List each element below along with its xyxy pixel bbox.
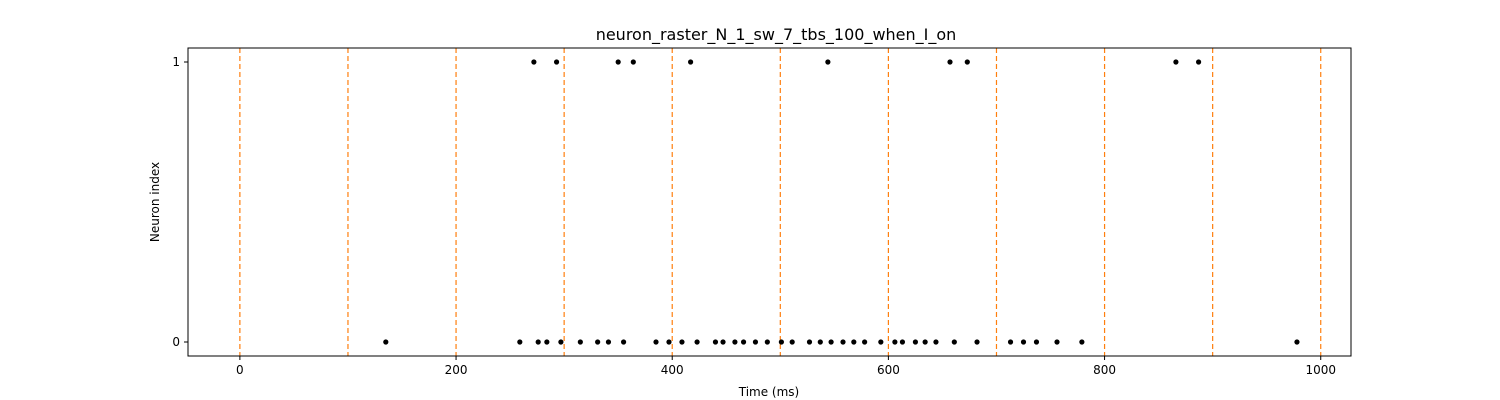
spike-point <box>912 339 919 345</box>
spike-point <box>878 339 884 345</box>
chart-title: neuron_raster_N_1_sw_7_tbs_100_when_I_on <box>596 25 957 45</box>
spike-point <box>1195 59 1202 65</box>
spike-point <box>974 339 980 345</box>
spike-point <box>828 339 834 345</box>
spike-point <box>630 59 636 65</box>
spike-point <box>383 339 389 345</box>
spike-point <box>764 339 770 345</box>
spike-points <box>383 59 1300 345</box>
x-axis-ticks: 0 200 400 600 800 1000 <box>236 356 1336 377</box>
y-tick-label: 1 <box>172 55 180 69</box>
spike-point <box>595 339 601 345</box>
spike-point <box>752 339 759 345</box>
reference-lines <box>239 48 1322 356</box>
spike-point <box>577 339 583 345</box>
x-tick-label: 1000 <box>1305 363 1336 377</box>
spike-point <box>544 339 550 345</box>
spike-point <box>1007 339 1014 345</box>
spike-point <box>535 339 541 345</box>
spike-point <box>806 339 813 345</box>
spike-point <box>517 339 523 345</box>
y-axis-ticks: 01 <box>172 55 188 349</box>
spike-point <box>720 339 726 345</box>
spike-point <box>1054 339 1060 345</box>
spike-point <box>531 59 537 65</box>
spike-point <box>558 339 564 345</box>
y-axis-label: Neuron index <box>148 162 162 242</box>
spike-point <box>922 339 928 345</box>
spike-point <box>899 339 906 345</box>
spike-point <box>851 339 857 345</box>
spike-point <box>740 339 747 345</box>
spike-point <box>951 339 957 345</box>
spike-point <box>1173 59 1179 65</box>
spike-point <box>620 339 627 345</box>
spike-point <box>1020 339 1027 345</box>
spike-point <box>1033 339 1040 345</box>
x-tick-label: 200 <box>445 363 468 377</box>
spike-point <box>840 339 846 345</box>
spike-point <box>605 339 612 345</box>
spike-point <box>687 59 694 65</box>
spike-point <box>553 59 560 65</box>
spike-point <box>679 339 685 345</box>
spike-point <box>666 339 672 345</box>
x-tick-label: 0 <box>236 363 244 377</box>
spike-point <box>653 339 659 345</box>
spike-point <box>732 339 738 345</box>
x-tick-label: 800 <box>1093 363 1116 377</box>
spike-point <box>778 339 784 345</box>
spike-point <box>1079 339 1085 345</box>
spike-point <box>694 339 700 345</box>
spike-point <box>947 59 953 65</box>
y-tick-label: 0 <box>172 335 180 349</box>
x-tick-label: 400 <box>661 363 684 377</box>
spike-point <box>712 339 719 345</box>
spike-point <box>817 339 823 345</box>
spike-point <box>964 59 970 65</box>
spike-point <box>1294 339 1300 345</box>
spike-point <box>789 339 795 345</box>
spike-point <box>825 59 831 65</box>
spike-point <box>862 339 868 345</box>
spike-point <box>892 339 898 345</box>
spike-point <box>933 339 939 345</box>
x-axis-label: Time (ms) <box>738 385 800 399</box>
plot-frame <box>187 47 1352 357</box>
x-tick-label: 600 <box>877 363 900 377</box>
spike-point <box>615 59 621 65</box>
